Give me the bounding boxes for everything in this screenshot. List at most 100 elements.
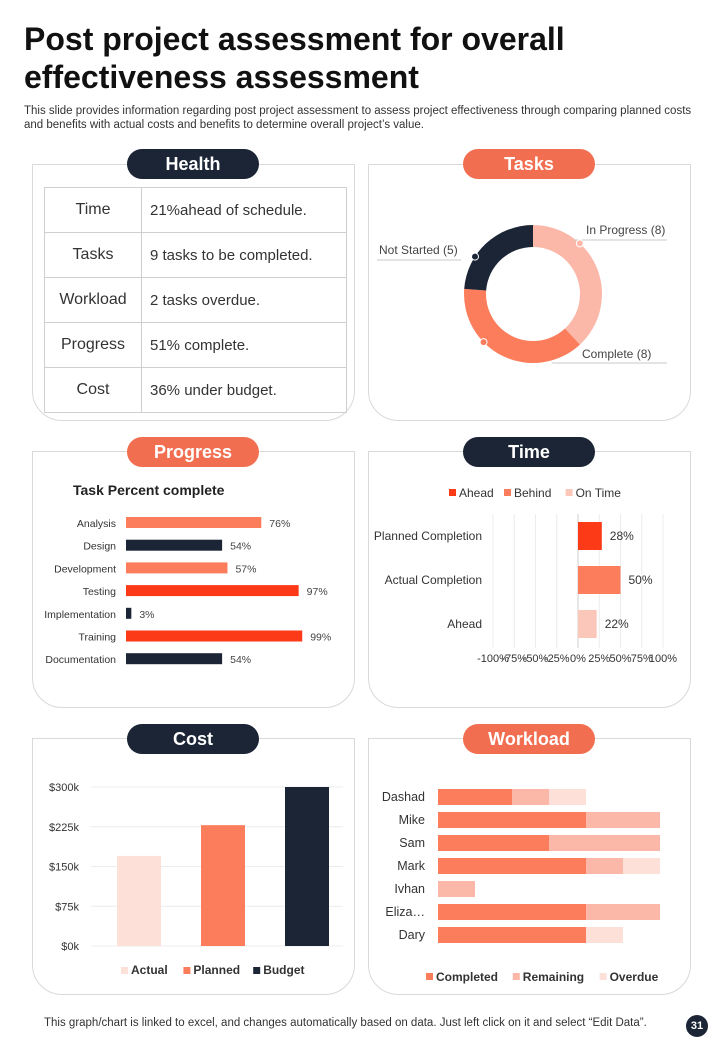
progress-value-label: 54% xyxy=(230,654,251,666)
workload-category-label: Mark xyxy=(397,859,426,873)
cost-tick-label: $150k xyxy=(49,862,79,874)
health-row: Workload 2 tasks overdue. xyxy=(44,277,347,323)
workload-category-label: Dary xyxy=(399,928,426,942)
time-legend-swatch xyxy=(504,489,511,496)
workload-bar-segment xyxy=(586,812,660,828)
progress-category-label: Training xyxy=(78,632,116,644)
tasks-label: Tasks xyxy=(463,149,595,179)
progress-value-label: 54% xyxy=(230,541,251,553)
cost-bar xyxy=(117,855,161,946)
cost-bar xyxy=(201,825,245,946)
progress-panel xyxy=(32,451,355,708)
time-legend-label: Behind xyxy=(514,486,551,500)
progress-bar xyxy=(126,630,303,642)
time-tick-label: -50% xyxy=(523,653,549,665)
health-key: Tasks xyxy=(44,232,142,278)
cost-tick-label: $0k xyxy=(61,941,79,953)
page-title: Post project assessment for overall effe… xyxy=(24,21,565,95)
page-number: 31 xyxy=(686,1015,708,1037)
workload-legend-label: Overdue xyxy=(610,970,659,984)
workload-legend-swatch xyxy=(426,973,433,980)
workload-bar-segment xyxy=(623,858,660,874)
time-tick-label: 0% xyxy=(570,653,586,665)
workload-bar-chart: Dashad Mike Sam Mark Ivhan Eliza… Dary Complete… xyxy=(382,789,660,984)
donut-label-dot xyxy=(471,252,480,261)
time-tick-label: 100% xyxy=(649,653,677,665)
progress-value-label: 97% xyxy=(307,586,328,598)
workload-bar-segment xyxy=(586,904,660,920)
health-key: Cost xyxy=(44,367,142,413)
time-tick-label: 75% xyxy=(631,653,653,665)
cost-label: Cost xyxy=(127,724,259,754)
time-value-label: 50% xyxy=(629,573,653,587)
health-key: Workload xyxy=(44,277,142,323)
cost-legend-swatch xyxy=(253,967,261,974)
time-category-label: Planned Completion xyxy=(374,529,482,543)
cost-bar xyxy=(285,787,329,946)
workload-bar-segment xyxy=(549,835,660,851)
workload-bar-segment xyxy=(438,835,549,851)
cost-legend-swatch xyxy=(121,967,128,974)
workload-bar-segment xyxy=(438,904,586,920)
time-legend-swatch xyxy=(449,489,456,496)
time-category-label: Ahead xyxy=(447,617,482,631)
time-value-label: 22% xyxy=(605,617,629,631)
time-bar-chart: Ahead Behind On Time -100%-75%-50%-25% 0% 25%… xyxy=(374,486,677,665)
time-tick-label: -100% xyxy=(477,653,509,665)
health-value: 21%ahead of schedule. xyxy=(141,187,347,233)
time-bar xyxy=(578,610,597,638)
health-key: Time xyxy=(44,187,142,233)
health-value: 51% complete. xyxy=(141,322,347,368)
progress-value-label: 76% xyxy=(269,518,290,530)
cost-legend-label: Planned xyxy=(193,963,240,977)
progress-category-label: Analysis xyxy=(77,518,116,530)
workload-bar-segment xyxy=(549,789,586,805)
workload-legend-swatch xyxy=(599,973,607,980)
progress-category-label: Documentation xyxy=(45,654,116,666)
time-tick-label: 25% xyxy=(588,653,610,665)
progress-bar xyxy=(126,607,132,619)
time-category-label: Actual Completion xyxy=(385,573,482,587)
progress-category-label: Design xyxy=(83,541,116,553)
progress-bar xyxy=(126,562,228,574)
health-value: 2 tasks overdue. xyxy=(141,277,347,323)
time-tick-label: 50% xyxy=(609,653,631,665)
workload-bar-segment xyxy=(512,789,549,805)
time-legend-label: Ahead xyxy=(459,486,494,500)
health-row: Cost 36% under budget. xyxy=(44,367,347,413)
workload-bar-segment xyxy=(438,812,586,828)
cost-tick-label: $225k xyxy=(49,822,79,834)
time-value-label: 28% xyxy=(610,529,634,543)
tasks-donut-chart: In Progress (8) Complete (8) Not Started (… xyxy=(377,223,667,364)
health-row: Tasks 9 tasks to be completed. xyxy=(44,232,347,278)
progress-category-label: Testing xyxy=(83,586,116,598)
cost-legend-label: Budget xyxy=(263,963,304,977)
page-subtitle: This slide provides information regardin… xyxy=(24,105,692,131)
workload-legend-label: Completed xyxy=(436,970,498,984)
cost-bar-chart: $0k $75k $150k $225k $300k Actual Planned Budge… xyxy=(49,782,343,977)
time-legend-swatch xyxy=(565,489,573,496)
progress-bar xyxy=(126,539,223,551)
workload-category-label: Dashad xyxy=(382,790,425,804)
time-label: Time xyxy=(463,437,595,467)
health-row: Progress 51% complete. xyxy=(44,322,347,368)
workload-legend-label: Remaining xyxy=(523,970,584,984)
health-value: 36% under budget. xyxy=(141,367,347,413)
workload-bar-segment xyxy=(586,858,623,874)
progress-bar xyxy=(126,517,262,528)
donut-slice xyxy=(464,288,580,363)
workload-category-label: Sam xyxy=(399,836,425,850)
health-label: Health xyxy=(127,149,259,179)
workload-bar-segment xyxy=(438,789,512,805)
time-legend-label: On Time xyxy=(576,486,622,500)
cost-legend-label: Actual xyxy=(131,963,168,977)
donut-label: Complete (8) xyxy=(582,347,651,361)
progress-value-label: 3% xyxy=(139,609,154,621)
workload-category-label: Ivhan xyxy=(394,882,425,896)
time-panel xyxy=(368,451,691,708)
health-value: 9 tasks to be completed. xyxy=(141,232,347,278)
progress-bar xyxy=(126,585,299,597)
progress-value-label: 57% xyxy=(235,563,256,575)
progress-category-label: Development xyxy=(54,563,116,575)
workload-bar-segment xyxy=(586,927,623,943)
